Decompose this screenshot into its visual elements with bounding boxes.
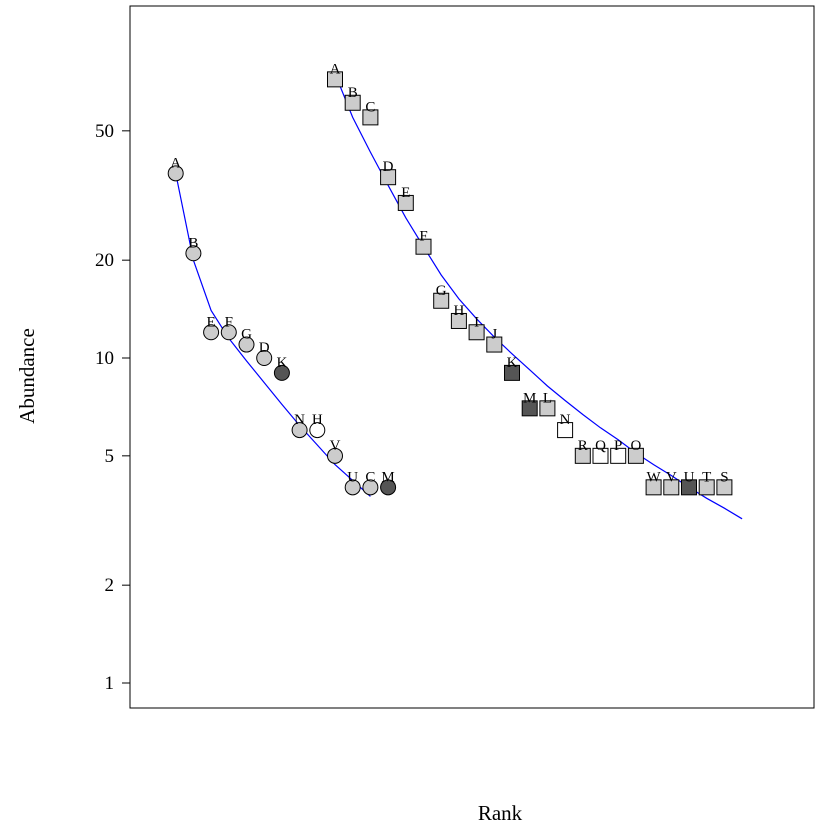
series-1-point-N-label: N	[294, 412, 305, 428]
series-2-point-E	[397, 194, 414, 211]
series-2-point-H	[450, 312, 467, 329]
series-2-point-N	[557, 422, 574, 439]
plot-frame	[129, 5, 815, 709]
series-1-point-A	[167, 165, 184, 182]
series-2-point-S-label: S	[720, 469, 728, 485]
series-1-point-H-label: H	[312, 412, 323, 428]
series-1-point-M-label: M	[381, 469, 394, 485]
series-1-point-N	[291, 422, 308, 439]
series-2-point-F	[415, 238, 432, 255]
series-2-point-R	[574, 447, 591, 464]
series-2-point-O	[627, 447, 644, 464]
series-2-point-O-label: O	[630, 438, 641, 454]
series-2-point-E-label: E	[401, 185, 410, 201]
series-2-point-H-label: H	[453, 303, 464, 319]
series-2-point-F-label: F	[419, 229, 427, 245]
series-2-point-N-label: N	[560, 412, 571, 428]
series-1-point-H	[309, 422, 326, 439]
series-2-point-J	[486, 336, 503, 353]
series-2-point-V-label: V	[666, 469, 677, 485]
series-1-point-D	[256, 350, 273, 366]
series-2-point-T	[698, 479, 715, 496]
series-2-point-G-label: G	[436, 283, 447, 299]
series-2-point-I	[468, 324, 485, 341]
series-1-point-B-label: B	[188, 235, 198, 251]
series-2-point-W	[645, 479, 662, 496]
series-2-point-D	[380, 169, 397, 186]
series-1-point-B	[185, 245, 202, 262]
series-1-point-C	[362, 479, 379, 496]
series-1-point-A-label: A	[170, 155, 181, 171]
series-2-point-W-label: W	[647, 469, 662, 485]
series-1-point-G	[238, 336, 255, 353]
series-2-point-B	[344, 94, 361, 111]
y-axis-title: Abundance	[15, 328, 39, 424]
series-2-point-I-label: I	[474, 314, 479, 330]
series-1-point-V	[327, 447, 343, 464]
series-2-point-U-label: U	[684, 469, 695, 485]
series-2-point-K	[504, 364, 520, 381]
series-2-point-M	[521, 400, 538, 417]
y-tick-label-1: 1	[105, 673, 115, 694]
series-2-point-L-label: L	[543, 390, 552, 406]
y-tick-label-5: 5	[105, 446, 115, 467]
series-1-point-D-label: D	[259, 340, 270, 356]
series-2-point-U	[681, 479, 697, 496]
series-1-point-F	[220, 324, 237, 341]
series-2-point-C-label: C	[365, 99, 375, 115]
series-2-point-G	[433, 292, 450, 309]
series-1-point-K-label: K	[276, 355, 287, 371]
y-tick-label-20: 20	[95, 250, 114, 271]
series-2-point-S	[716, 479, 733, 496]
series-2-point-P	[610, 447, 627, 464]
fit-curve-1	[175, 173, 371, 497]
series-1-point-U-label: U	[347, 469, 358, 485]
series-1-point-E	[203, 324, 220, 341]
data-points	[167, 71, 733, 496]
series-2-point-D-label: D	[383, 159, 394, 175]
series-2-point-Q	[592, 447, 609, 464]
series-1-point-G-label: G	[241, 327, 252, 343]
fit-curves	[175, 73, 743, 520]
series-2-point-K-label: K	[507, 355, 518, 371]
series-2-point-M-label: M	[523, 390, 536, 406]
series-2-point-T-label: T	[702, 469, 711, 485]
series-1-point-V-label: V	[330, 438, 341, 454]
x-axis-title: Rank	[478, 801, 523, 825]
series-2-point-J-label: J	[491, 327, 497, 343]
series-1-point-C-label: C	[365, 469, 375, 485]
y-tick-label-2: 2	[105, 575, 115, 596]
series-1-point-E-label: E	[207, 314, 216, 330]
series-2-point-P-label: P	[614, 438, 622, 454]
series-2-point-V	[663, 479, 680, 496]
series-1-point-F-label: F	[225, 314, 233, 330]
y-tick-label-50: 50	[95, 121, 114, 142]
series-2-point-C	[362, 109, 379, 126]
series-2-point-L	[539, 400, 556, 417]
series-1-point-U	[344, 479, 361, 496]
fit-curve-2	[334, 73, 743, 520]
series-1-point-M	[380, 479, 397, 496]
series-2-point-B-label: B	[348, 85, 358, 101]
series-2-point-R-label: R	[578, 438, 588, 454]
y-axis: 1 2 5 10 20 50	[95, 121, 130, 694]
y-tick-label-10: 10	[95, 348, 114, 369]
series-2-point-A	[327, 71, 343, 88]
series-1-point-K	[273, 364, 290, 381]
series-2-point-Q-label: Q	[595, 438, 606, 454]
series-2-point-A-label: A	[330, 61, 341, 77]
